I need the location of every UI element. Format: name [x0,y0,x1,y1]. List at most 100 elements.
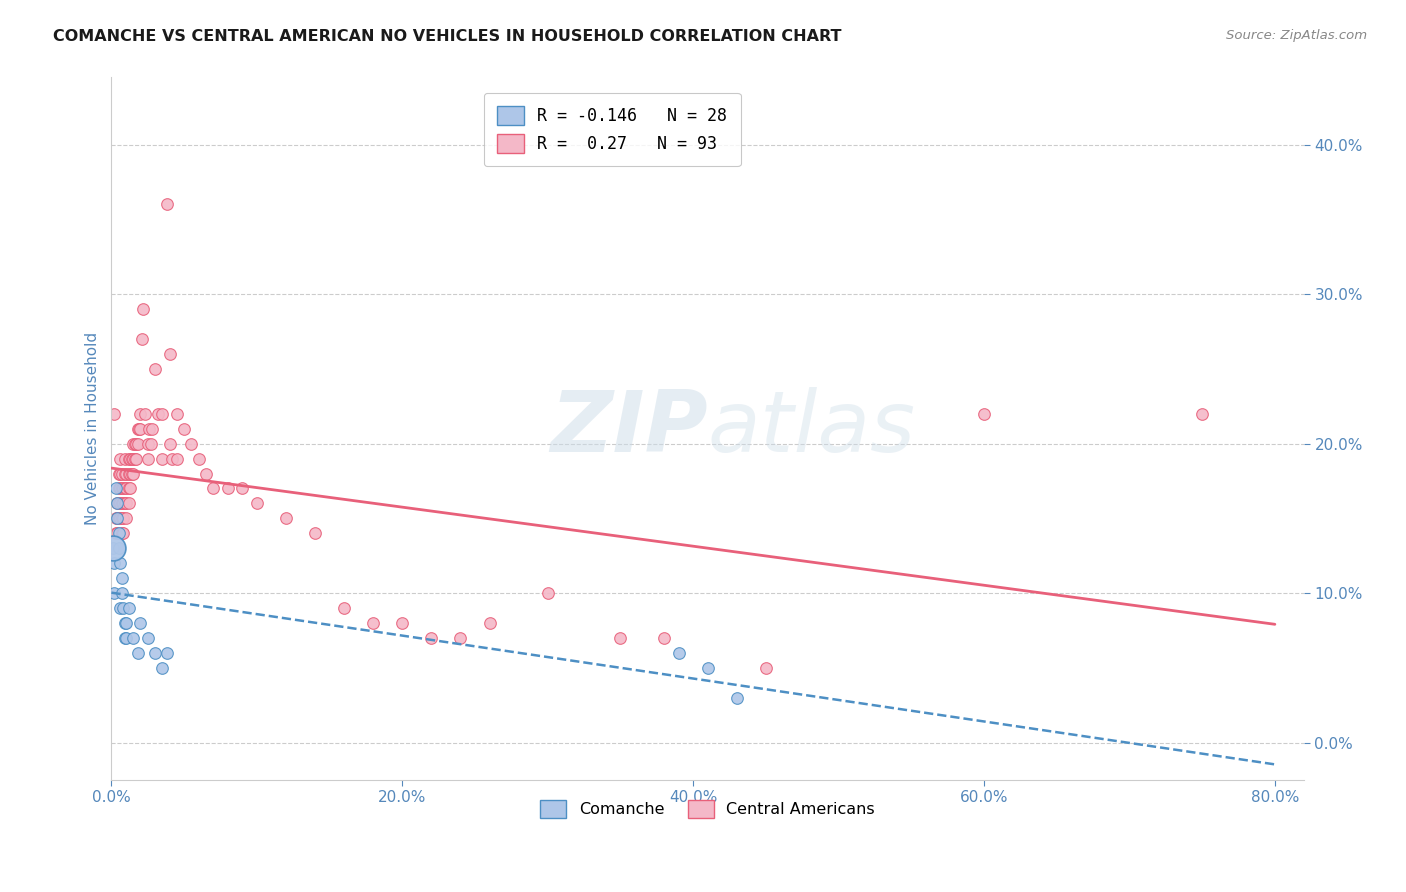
Point [121,467,143,481]
Point [108,482,131,496]
Point [1191,407,1213,421]
Point [159,436,181,450]
Point [110,526,132,541]
Point [304,526,326,541]
Point [115,467,138,481]
Point [101,541,124,556]
Point [108,511,131,525]
Legend: Comanche, Central Americans: Comanche, Central Americans [534,793,882,825]
Point [114,482,136,496]
Point [114,467,136,481]
Point [187,451,209,466]
Point [361,615,384,630]
Point [127,422,149,436]
Point [115,615,138,630]
Point [110,586,132,600]
Point [110,571,132,585]
Point [652,631,675,645]
Point [105,496,128,510]
Point [110,482,132,496]
Point [973,407,995,421]
Point [150,407,173,421]
Text: COMANCHE VS CENTRAL AMERICAN NO VEHICLES IN HOUSEHOLD CORRELATION CHART: COMANCHE VS CENTRAL AMERICAN NO VEHICLES… [53,29,842,44]
Point [101,541,124,556]
Point [108,601,131,615]
Point [143,646,166,660]
Point [156,197,179,211]
Point [110,496,132,510]
Point [391,615,413,630]
Point [696,661,718,675]
Point [122,436,145,450]
Point [132,302,155,317]
Point [104,482,127,496]
Text: ZIP: ZIP [550,387,707,470]
Point [118,496,141,510]
Point [127,436,149,450]
Point [127,646,149,660]
Point [217,482,239,496]
Point [173,422,195,436]
Point [115,631,138,645]
Point [125,436,148,450]
Point [118,451,141,466]
Point [138,422,160,436]
Point [105,511,128,525]
Point [609,631,631,645]
Point [108,467,131,481]
Point [180,436,202,450]
Point [274,511,297,525]
Point [120,482,142,496]
Point [129,422,152,436]
Point [105,526,128,541]
Point [112,601,135,615]
Point [449,631,471,645]
Point [537,586,560,600]
Point [166,451,188,466]
Point [122,467,145,481]
Point [159,347,181,361]
Point [725,690,748,705]
Point [112,511,135,525]
Point [478,615,501,630]
Point [136,631,159,645]
Point [129,615,152,630]
Point [104,511,127,525]
Point [114,451,136,466]
Point [333,601,356,615]
Point [124,436,146,450]
Point [108,556,131,570]
Point [118,601,141,615]
Point [162,451,184,466]
Point [114,496,136,510]
Point [112,496,135,510]
Point [139,436,162,450]
Y-axis label: No Vehicles in Household: No Vehicles in Household [86,332,100,525]
Point [107,526,129,541]
Point [141,422,163,436]
Point [103,556,125,570]
Point [156,646,179,660]
Point [114,631,136,645]
Point [108,451,131,466]
Point [118,482,141,496]
Point [107,496,129,510]
Point [105,511,128,525]
Point [150,451,173,466]
Point [129,407,152,421]
Point [107,482,129,496]
Point [112,526,135,541]
Point [103,407,125,421]
Point [110,511,132,525]
Text: atlas: atlas [707,387,915,470]
Point [115,511,138,525]
Point [108,496,131,510]
Point [755,661,778,675]
Point [112,482,135,496]
Point [122,451,145,466]
Point [121,451,143,466]
Text: Source: ZipAtlas.com: Source: ZipAtlas.com [1226,29,1367,42]
Point [115,496,138,510]
Point [202,482,225,496]
Point [125,451,148,466]
